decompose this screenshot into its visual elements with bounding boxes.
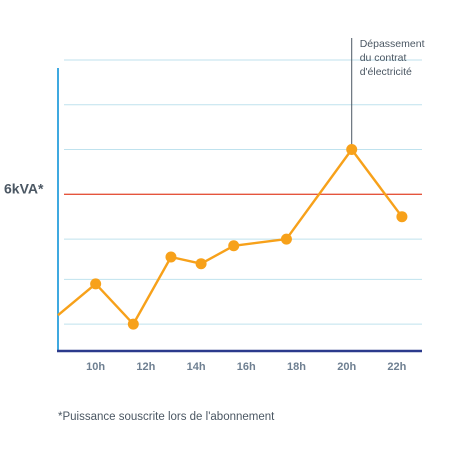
annotation-line: du contrat — [360, 52, 407, 64]
grid-layer — [64, 59, 422, 325]
series-points — [90, 144, 408, 330]
annotation-line: Dépassement — [360, 38, 425, 50]
x-tick-label: 14h — [187, 361, 206, 373]
data-point — [127, 318, 139, 330]
data-point — [228, 240, 240, 252]
x-tick-label: 22h — [387, 361, 406, 373]
annotation: Dépassement du contrat d'électricité — [360, 38, 425, 78]
x-tick-label: 20h — [337, 361, 356, 373]
x-tick-label: 12h — [136, 361, 155, 373]
data-point — [280, 233, 292, 245]
data-point — [195, 258, 207, 270]
data-point — [396, 211, 408, 223]
data-point — [90, 278, 102, 290]
x-tick-label: 10h — [86, 361, 105, 373]
data-point — [346, 144, 358, 156]
series-line — [57, 148, 403, 326]
footnote: *Puissance souscrite lors de l'abonnemen… — [58, 411, 275, 423]
x-tick-label: 16h — [237, 361, 256, 373]
x-tick-labels: 10h 12h 14h 16h 18h 20h 22h — [86, 361, 406, 373]
y-axis-label: 6kVA* — [4, 180, 44, 196]
x-tick-label: 18h — [287, 361, 306, 373]
annotation-line: d'électricité — [360, 66, 412, 78]
data-point — [165, 251, 177, 263]
